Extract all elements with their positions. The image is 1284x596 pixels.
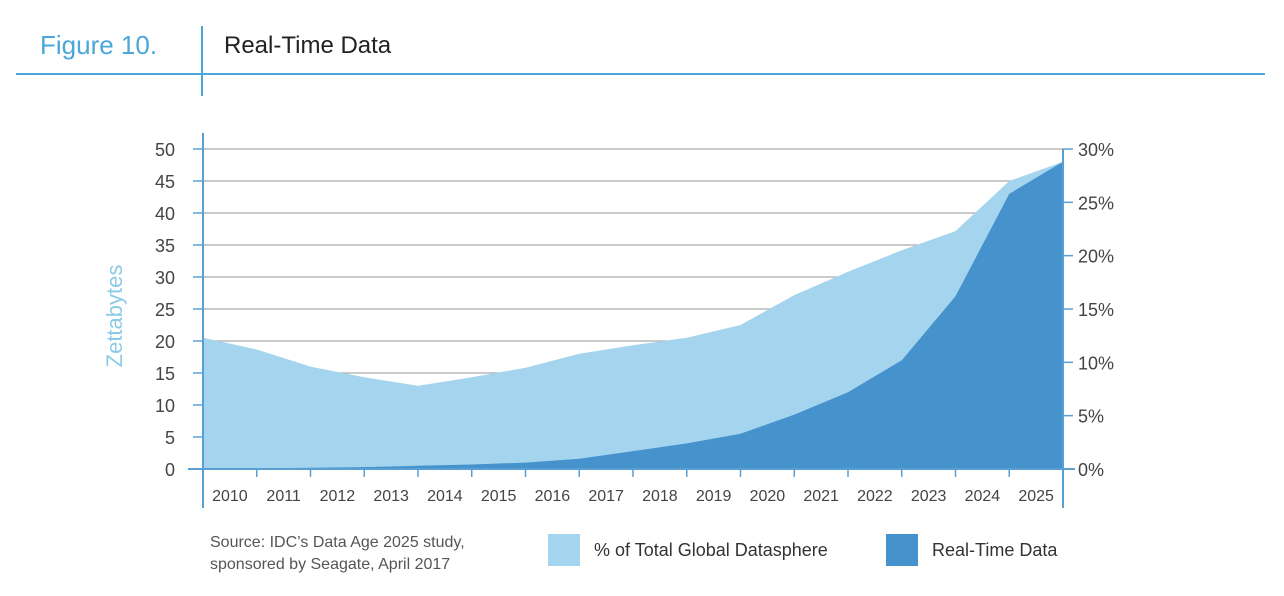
figure-label: Figure 10.: [40, 30, 158, 60]
y-tick-label-10: 10: [155, 396, 175, 416]
y-axis-left-ticks: 0 5 10 15 20 25 30 35 40 45 50: [155, 140, 203, 480]
y-tick-label-40: 40: [155, 204, 175, 224]
y-tick-label-50: 50: [155, 140, 175, 160]
chart-areas: [203, 161, 1063, 470]
y2-tick-label-5: 5%: [1078, 407, 1104, 427]
header-divider-vertical: [201, 26, 203, 96]
y2-tick-label-0: 0%: [1078, 460, 1104, 480]
y-tick-label-5: 5: [165, 428, 175, 448]
x-tick-label-2010: 2010: [212, 488, 248, 505]
legend-label-percent: % of Total Global Datasphere: [594, 539, 828, 560]
source-line-1: Source: IDC’s Data Age 2025 study,: [210, 534, 465, 551]
y-tick-label-45: 45: [155, 172, 175, 192]
legend-item-percent: % of Total Global Datasphere: [548, 534, 828, 566]
legend-swatch-realtime: [886, 534, 918, 566]
y2-tick-label-15: 15%: [1078, 300, 1114, 320]
x-tick-label-2022: 2022: [857, 488, 893, 505]
header-divider-horizontal: [16, 73, 1265, 75]
y2-tick-label-30: 30%: [1078, 140, 1114, 160]
x-tick-label-2020: 2020: [750, 488, 786, 505]
y-tick-label-15: 15: [155, 364, 175, 384]
y-axis-right-ticks: 0% 5% 10% 15% 20% 25% 30%: [1063, 140, 1114, 480]
x-tick-label-2023: 2023: [911, 488, 947, 505]
x-tick-label-2019: 2019: [696, 488, 732, 505]
y-tick-label-20: 20: [155, 332, 175, 352]
figure-title: Real-Time Data: [224, 32, 392, 59]
legend-item-realtime: Real-Time Data: [886, 534, 1057, 566]
legend-swatch-percent: [548, 534, 580, 566]
x-tick-label-2017: 2017: [588, 488, 624, 505]
x-axis-ticks: 2010 2011 2012 2013 2014 2015 2016 2017 2018 2019…: [202, 469, 1064, 505]
x-tick-label-2018: 2018: [642, 488, 678, 505]
x-tick-label-2014: 2014: [427, 488, 463, 505]
x-tick-label-2013: 2013: [373, 488, 409, 505]
area-realtime-data: [203, 161, 1063, 470]
y-tick-label-30: 30: [155, 268, 175, 288]
y2-tick-label-20: 20%: [1078, 247, 1114, 267]
x-tick-label-2021: 2021: [803, 488, 839, 505]
x-tick-label-2011: 2011: [266, 488, 301, 505]
x-tick-label-2015: 2015: [481, 488, 517, 505]
figure-header: Figure 10. Real-Time Data: [0, 0, 1284, 100]
x-tick-label-2024: 2024: [965, 488, 1001, 505]
x-tick-label-2016: 2016: [535, 488, 571, 505]
y-tick-label-25: 25: [155, 300, 175, 320]
x-tick-label-2025: 2025: [1018, 488, 1054, 505]
y-axis-label: Zettabytes: [102, 265, 127, 368]
chart-axes: [188, 133, 1075, 508]
y-tick-label-35: 35: [155, 236, 175, 256]
y2-tick-label-10: 10%: [1078, 353, 1114, 373]
y-tick-label-0: 0: [165, 460, 175, 480]
x-tick-label-2012: 2012: [320, 488, 356, 505]
source-note: Source: IDC’s Data Age 2025 study, spons…: [210, 532, 465, 576]
y2-tick-label-25: 25%: [1078, 193, 1114, 213]
legend-label-realtime: Real-Time Data: [932, 539, 1058, 560]
source-line-2: sponsored by Seagate, April 2017: [210, 556, 451, 573]
